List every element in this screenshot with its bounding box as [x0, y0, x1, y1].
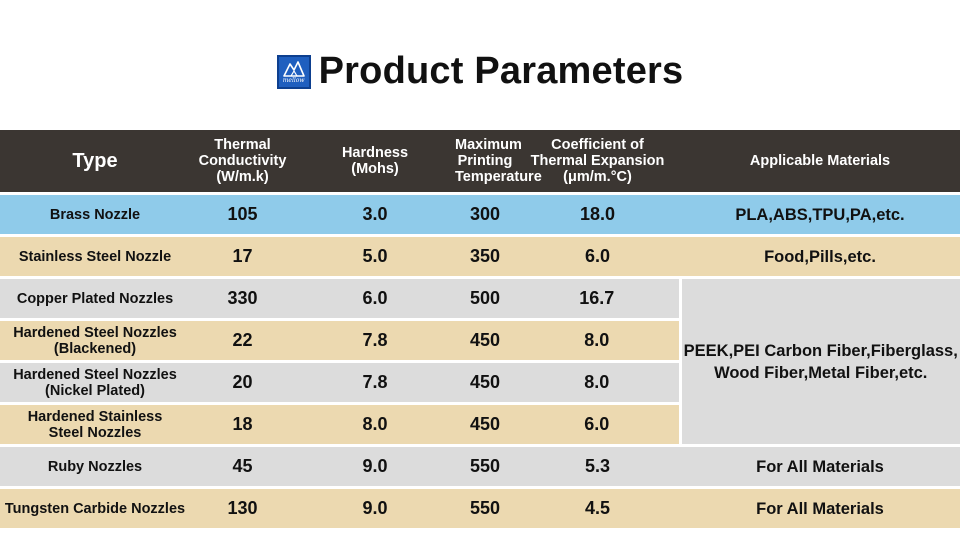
cell-max-temp: 450 — [455, 403, 515, 447]
cell-type: Ruby Nozzles — [0, 445, 190, 489]
cell-expansion: 6.0 — [515, 403, 680, 447]
cell-hardness: 9.0 — [295, 445, 455, 489]
cell-expansion: 8.0 — [515, 319, 680, 363]
cell-hardness: 8.0 — [295, 403, 455, 447]
page-title: Product Parameters — [318, 50, 684, 92]
cell-type: Brass Nozzle — [0, 193, 190, 237]
cell-type: Stainless Steel Nozzle — [0, 235, 190, 279]
table-row: Ruby Nozzles 45 9.0 550 5.3 For All Mate… — [0, 445, 960, 489]
logo-wordmark: mellow — [282, 76, 305, 84]
column-header-max-temperature: Maximum Printing Temperature — [455, 130, 542, 195]
column-header-applicable-materials: Applicable Materials — [680, 130, 960, 195]
brand-logo: mellow — [276, 54, 311, 89]
table-row: Stainless Steel Nozzle 17 5.0 350 6.0 Fo… — [0, 235, 960, 279]
cell-type: Hardened Stainless Steel Nozzles — [0, 403, 190, 447]
cell-max-temp: 550 — [455, 445, 515, 489]
cell-max-temp: 350 — [455, 235, 515, 279]
cell-expansion: 16.7 — [515, 277, 680, 321]
cell-expansion: 5.3 — [515, 445, 680, 489]
mountain-logo-icon — [282, 60, 305, 77]
cell-expansion: 4.5 — [515, 487, 680, 531]
table-row: Hardened Stainless Steel Nozzles 18 8.0 … — [0, 403, 960, 447]
cell-type: Hardened Steel Nozzles (Blackened) — [0, 319, 190, 363]
column-header-type: Type — [0, 130, 190, 195]
cell-max-temp: 500 — [455, 277, 515, 321]
cell-materials-merged: PEEK,PEI Carbon Fiber,Fiberglass, Wood F… — [678, 277, 960, 447]
cell-conductivity: 130 — [190, 487, 295, 531]
cell-conductivity: 22 — [190, 319, 295, 363]
column-header-thermal-conductivity: Thermal Conductivity (W/m.k) — [190, 130, 295, 195]
cell-conductivity: 330 — [190, 277, 295, 321]
cell-expansion: 18.0 — [515, 193, 680, 237]
table-row: Brass Nozzle 105 3.0 300 18.0 PLA,ABS,TP… — [0, 193, 960, 237]
column-header-thermal-expansion: Coefficient of Thermal Expansion (μm/m.°… — [515, 130, 680, 195]
column-header-hardness: Hardness (Mohs) — [295, 130, 455, 195]
cell-max-temp: 450 — [455, 319, 515, 363]
cell-materials: Food,Pills,etc. — [680, 235, 960, 279]
cell-expansion: 8.0 — [515, 361, 680, 405]
table-row: Tungsten Carbide Nozzles 130 9.0 550 4.5… — [0, 487, 960, 531]
cell-hardness: 7.8 — [295, 361, 455, 405]
cell-hardness: 9.0 — [295, 487, 455, 531]
table-row: Copper Plated Nozzles 330 6.0 500 16.7 P… — [0, 277, 960, 447]
cell-hardness: 5.0 — [295, 235, 455, 279]
cell-conductivity: 45 — [190, 445, 295, 489]
cell-type: Copper Plated Nozzles — [0, 277, 190, 321]
title-bar: mellow Product Parameters — [0, 50, 960, 93]
cell-type: Hardened Steel Nozzles (Nickel Plated) — [0, 361, 190, 405]
cell-conductivity: 18 — [190, 403, 295, 447]
cell-conductivity: 17 — [190, 235, 295, 279]
cell-type: Tungsten Carbide Nozzles — [0, 487, 190, 531]
cell-hardness: 6.0 — [295, 277, 455, 321]
table-header-row: Type Thermal Conductivity (W/m.k) Hardne… — [0, 130, 960, 195]
cell-max-temp: 300 — [455, 193, 515, 237]
cell-materials: For All Materials — [680, 445, 960, 489]
cell-hardness: 3.0 — [295, 193, 455, 237]
cell-expansion: 6.0 — [515, 235, 680, 279]
table-row: Hardened Steel Nozzles (Blackened) 22 7.… — [0, 319, 960, 363]
cell-materials: For All Materials — [680, 487, 960, 531]
cell-materials: PLA,ABS,TPU,PA,etc. — [680, 193, 960, 237]
cell-max-temp: 550 — [455, 487, 515, 531]
cell-conductivity: 105 — [190, 193, 295, 237]
cell-max-temp: 450 — [455, 361, 515, 405]
cell-conductivity: 20 — [190, 361, 295, 405]
product-parameters-table: Type Thermal Conductivity (W/m.k) Hardne… — [0, 130, 960, 531]
cell-hardness: 7.8 — [295, 319, 455, 363]
table-row: Hardened Steel Nozzles (Nickel Plated) 2… — [0, 361, 960, 405]
